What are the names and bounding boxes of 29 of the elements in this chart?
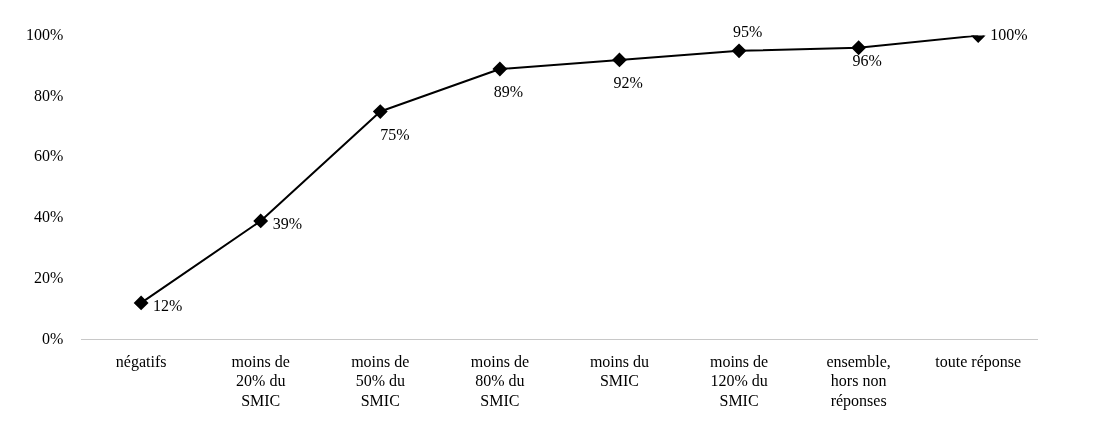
text: 89%: [493, 83, 524, 101]
y-tick-label: 60%: [34, 147, 64, 165]
point: [253, 213, 268, 228]
text: 75%: [380, 125, 410, 143]
text: 96%: [852, 51, 882, 69]
x-tick-label: moins de 20% du SMIC: [231, 353, 290, 409]
point: [134, 295, 149, 310]
point: [492, 62, 507, 77]
y-tick-label: 0%: [42, 329, 64, 347]
x-tick-label: moins du SMIC: [589, 353, 650, 390]
x-tick-label: moins de 80% du SMIC: [470, 353, 529, 409]
text: 92%: [613, 74, 643, 92]
text: 100%: [990, 25, 1028, 43]
y-tick-label: 100%: [26, 25, 64, 43]
y-tick-label: 40%: [34, 208, 64, 226]
point: [732, 43, 747, 58]
point: [373, 104, 388, 119]
x-tick-label: ensemble, hors non réponses: [826, 353, 891, 410]
point: [851, 40, 866, 55]
x-tick-label: négatifs: [115, 353, 167, 372]
text: 95%: [733, 22, 763, 40]
text: 39%: [272, 215, 303, 233]
text: 12%: [153, 297, 183, 315]
x-tick-label: moins de 50% du SMIC: [351, 353, 410, 409]
x-tick-label: toute réponse: [935, 353, 1022, 372]
point: [612, 52, 627, 67]
y-tick-label: 80%: [34, 86, 64, 104]
y-tick-label: 20%: [34, 268, 64, 286]
x-tick-label: moins de 120% du SMIC: [709, 353, 769, 409]
